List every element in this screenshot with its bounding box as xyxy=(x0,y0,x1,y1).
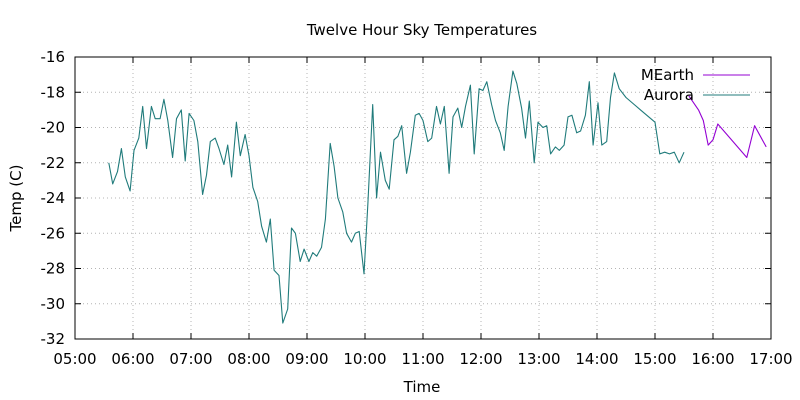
legend-label-aurora: Aurora xyxy=(644,86,694,104)
x-tick-label: 14:00 xyxy=(575,350,618,368)
series-line-mearth xyxy=(688,95,767,159)
x-tick-label: 07:00 xyxy=(169,350,212,368)
legend: MEarth Aurora xyxy=(641,66,750,104)
y-axis-label: Temp (C) xyxy=(7,165,25,233)
x-tick-label: 16:00 xyxy=(691,350,734,368)
y-tick-labels: -16 -18 -20 -22 -24 -26 -28 -30 -32 xyxy=(41,48,66,348)
x-tick-label: 08:00 xyxy=(227,350,270,368)
y-tick-label: -20 xyxy=(41,119,66,137)
grid xyxy=(75,57,771,339)
y-tick-label: -30 xyxy=(41,295,66,313)
y-tick-label: -26 xyxy=(41,224,66,242)
x-tick-label: 10:00 xyxy=(343,350,386,368)
series-line-aurora xyxy=(108,70,685,324)
x-tick-label: 06:00 xyxy=(111,350,154,368)
legend-label-mearth: MEarth xyxy=(641,66,694,84)
x-tick-label: 05:00 xyxy=(53,350,96,368)
x-tick-label: 13:00 xyxy=(517,350,560,368)
axis-ticks xyxy=(74,56,772,340)
x-tick-label: 12:00 xyxy=(459,350,502,368)
series-lines xyxy=(108,70,767,324)
x-tick-labels: 05:00 06:00 07:00 08:00 09:00 10:00 11:00 12:00… xyxy=(53,350,792,368)
x-tick-label: 11:00 xyxy=(401,350,444,368)
x-tick-label: 15:00 xyxy=(633,350,676,368)
y-tick-label: -22 xyxy=(41,154,66,172)
y-tick-label: -28 xyxy=(41,260,66,278)
y-tick-label: -24 xyxy=(41,189,66,207)
x-tick-label: 17:00 xyxy=(749,350,792,368)
y-tick-label: -16 xyxy=(41,48,66,66)
y-tick-label: -32 xyxy=(41,330,66,348)
chart-title: Twelve Hour Sky Temperatures xyxy=(306,21,537,39)
y-tick-label: -18 xyxy=(41,83,66,101)
x-axis-label: Time xyxy=(403,378,441,396)
x-tick-label: 09:00 xyxy=(285,350,328,368)
